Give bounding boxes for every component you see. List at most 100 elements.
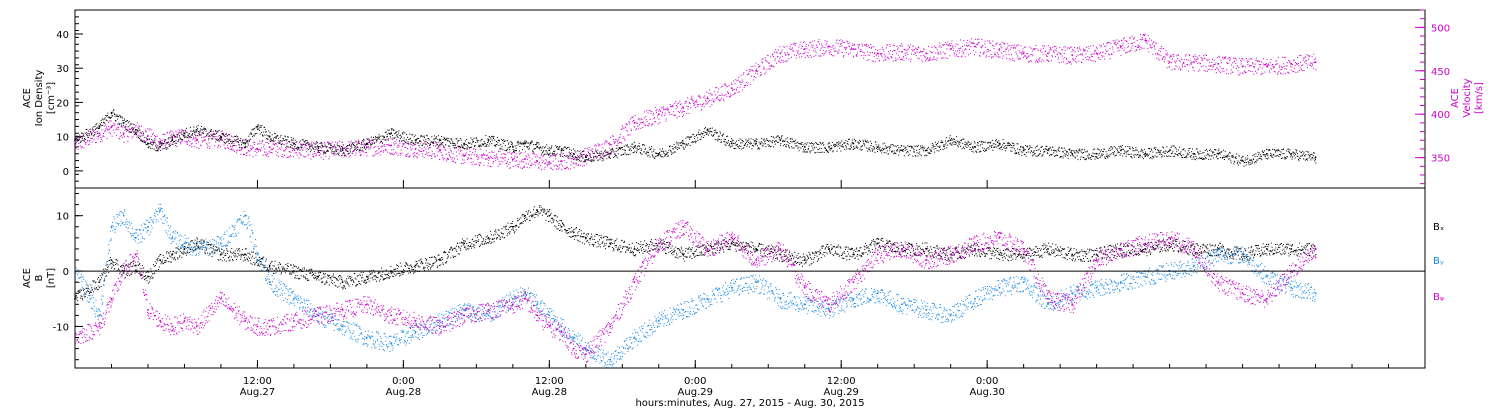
scatter-dot-velocity xyxy=(465,153,467,155)
scatter-dot-density xyxy=(215,130,217,132)
scatter-dot-velocity xyxy=(464,162,466,164)
scatter-dot-density xyxy=(869,147,871,149)
scatter-dot-velocity xyxy=(1174,60,1176,62)
scatter-dot-density xyxy=(512,144,514,146)
scatter-dot-density xyxy=(567,147,569,149)
scatter-dot-velocity xyxy=(419,146,421,148)
scatter-dot-velocity xyxy=(743,72,745,74)
scatter-dot-velocity xyxy=(1066,48,1068,50)
scatter-dot-density xyxy=(284,135,286,137)
scatter-dot-density xyxy=(279,141,281,143)
scatter-dot-density xyxy=(682,146,684,148)
scatter-dot-velocity xyxy=(696,99,698,101)
scatter-dot-density xyxy=(619,147,621,149)
scatter-dot-density xyxy=(756,139,758,141)
scatter-dot-velocity xyxy=(361,142,363,144)
scatter-dot-density xyxy=(829,148,831,150)
scatter-dot-velocity xyxy=(1144,35,1146,37)
scatter-dot-velocity xyxy=(840,43,842,45)
scatter-dot-density xyxy=(843,142,845,144)
scatter-dot-velocity xyxy=(1140,46,1142,48)
scatter-dot-density xyxy=(502,149,504,151)
scatter-dot-density xyxy=(656,155,658,157)
scatter-dot-velocity xyxy=(994,53,996,55)
scatter-dot-density xyxy=(583,151,585,153)
scatter-dot-velocity xyxy=(152,132,154,134)
scatter-dot-density xyxy=(538,143,540,145)
scatter-dot-density xyxy=(482,144,484,146)
scatter-dot-density xyxy=(326,146,328,148)
scatter-dot-velocity xyxy=(366,152,368,154)
scatter-dot-density xyxy=(670,153,672,155)
scatter-dot-velocity xyxy=(514,160,516,162)
scatter-dot-velocity xyxy=(735,88,737,90)
scatter-dot-velocity xyxy=(1110,42,1112,44)
scatter-dot-velocity xyxy=(443,146,445,148)
scatter-dot-velocity xyxy=(614,141,616,143)
scatter-dot-velocity xyxy=(1151,43,1153,45)
scatter-dot-velocity xyxy=(926,52,928,54)
scatter-dot-density xyxy=(564,154,566,156)
scatter-dot-velocity xyxy=(1310,62,1312,64)
scatter-dot-velocity xyxy=(1215,62,1217,64)
scatter-dot-velocity xyxy=(627,134,629,136)
scatter-dot-density xyxy=(346,147,348,149)
chart-marks xyxy=(74,33,1317,368)
scatter-dot-velocity xyxy=(877,55,879,57)
scatter-dot-velocity xyxy=(1053,51,1055,53)
scatter-dot-density xyxy=(261,134,263,136)
scatter-dot-velocity xyxy=(616,144,618,146)
scatter-dot-velocity xyxy=(1072,58,1074,60)
scatter-dot-density xyxy=(339,150,341,152)
scatter-dot-velocity xyxy=(985,46,987,48)
scatter-dot-velocity xyxy=(1251,58,1253,60)
scatter-dot-density xyxy=(863,143,865,145)
scatter-dot-density xyxy=(241,144,243,146)
scatter-dot-velocity xyxy=(169,132,171,134)
scatter-dot-velocity xyxy=(1256,60,1258,62)
scatter-dot-velocity xyxy=(905,57,907,59)
scatter-dot-velocity xyxy=(1038,58,1040,60)
scatter-dot-velocity xyxy=(980,46,982,48)
scatter-dot-velocity xyxy=(1094,50,1096,52)
scatter-dot-velocity xyxy=(469,148,471,150)
scatter-dot-velocity xyxy=(778,61,780,63)
scatter-dot-velocity xyxy=(1108,53,1110,55)
scatter-dot-velocity xyxy=(874,61,876,63)
scatter-dot-density xyxy=(168,137,170,139)
scatter-dot-velocity xyxy=(1230,69,1232,71)
scatter-dot-density xyxy=(408,138,410,140)
scatter-dot-density xyxy=(151,147,153,149)
scatter-dot-velocity xyxy=(750,69,752,71)
scatter-dot-density xyxy=(896,150,898,152)
scatter-dot-velocity xyxy=(1239,72,1241,74)
scatter-dot-velocity xyxy=(538,162,540,164)
scatter-dot-density xyxy=(611,147,613,149)
scatter-dot-velocity xyxy=(1093,53,1095,55)
scatter-dot-velocity xyxy=(867,54,869,56)
scatter-dot-velocity xyxy=(509,151,511,153)
scatter-dot-velocity xyxy=(639,124,641,126)
scatter-dot-density xyxy=(77,140,79,142)
scatter-dot-velocity xyxy=(870,43,872,45)
scatter-dot-density xyxy=(379,138,381,140)
scatter-dot-velocity xyxy=(856,52,858,54)
scatter-dot-velocity xyxy=(338,148,340,150)
scatter-dot-velocity xyxy=(1013,46,1015,48)
scatter-dot-velocity xyxy=(1233,60,1235,62)
scatter-dot-velocity xyxy=(1040,48,1042,50)
scatter-dot-velocity xyxy=(798,46,800,48)
scatter-dot-density xyxy=(706,133,708,135)
scatter-dot-velocity xyxy=(800,41,802,43)
scatter-dot-density xyxy=(216,140,218,142)
scatter-dot-velocity xyxy=(830,49,832,51)
scatter-dot-density xyxy=(119,114,121,116)
scatter-dot-velocity xyxy=(695,101,697,103)
scatter-dot-velocity xyxy=(524,165,526,167)
scatter-dot-velocity xyxy=(747,73,749,75)
scatter-dot-velocity xyxy=(1010,47,1012,49)
scatter-dot-velocity xyxy=(1313,53,1315,55)
scatter-dot-velocity xyxy=(422,155,424,157)
scatter-dot-velocity xyxy=(1280,72,1282,74)
scatter-dot-density xyxy=(280,134,282,136)
